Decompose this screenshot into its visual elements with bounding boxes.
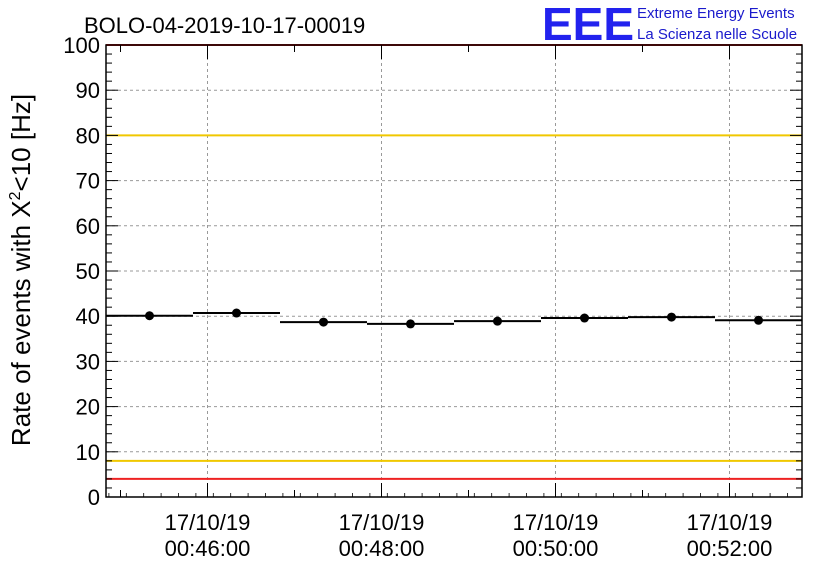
x-tick-label-time: 00:48:00 — [339, 536, 425, 561]
y-tick-label: 80 — [76, 123, 100, 148]
logo-mark: EEE — [542, 0, 634, 50]
y-tick-label: 30 — [76, 349, 100, 374]
data-point — [145, 311, 154, 321]
x-tick-label-date: 17/10/19 — [339, 510, 425, 535]
axes: 010203040506070809010017/10/1900:46:0017… — [63, 33, 802, 561]
y-tick-label: 90 — [76, 78, 100, 103]
logo-line1: Extreme Energy Events — [637, 5, 795, 22]
y-tick-label: 60 — [76, 214, 100, 239]
y-tick-label: 50 — [76, 259, 100, 284]
y-tick-label: 100 — [63, 33, 100, 58]
y-tick-label: 0 — [88, 485, 100, 510]
chart-title: BOLO-04-2019-10-17-00019 — [84, 13, 365, 38]
y-axis-label-suffix: <10 [Hz] — [6, 94, 36, 192]
y-tick-label: 70 — [76, 169, 100, 194]
y-tick-label: 10 — [76, 440, 100, 465]
y-axis-label-superscript: 2 — [7, 191, 24, 200]
data-point — [406, 319, 415, 329]
data-series — [106, 308, 802, 329]
eee-logo: EEE Extreme Energy Events La Scienza nel… — [542, 0, 797, 50]
x-tick-label-time: 00:46:00 — [165, 536, 251, 561]
data-point — [667, 312, 676, 322]
x-tick-label-date: 17/10/19 — [687, 510, 773, 535]
data-point — [493, 316, 502, 326]
data-point — [580, 313, 589, 323]
data-point — [754, 315, 763, 325]
y-tick-label: 20 — [76, 395, 100, 420]
x-tick-label-time: 00:50:00 — [513, 536, 599, 561]
logo-line2: La Scienza nelle Scuole — [637, 26, 797, 43]
y-axis-label: Rate of events with X2<10 [Hz] — [6, 94, 36, 446]
grid — [106, 45, 802, 497]
x-tick-label-date: 17/10/19 — [165, 510, 251, 535]
y-axis-label-prefix: Rate of events with X — [6, 200, 36, 446]
data-point — [232, 308, 241, 318]
y-tick-label: 40 — [76, 304, 100, 329]
x-tick-label-time: 00:52:00 — [687, 536, 773, 561]
x-tick-label-date: 17/10/19 — [513, 510, 599, 535]
data-point — [319, 317, 328, 327]
reference-lines — [106, 44, 802, 480]
